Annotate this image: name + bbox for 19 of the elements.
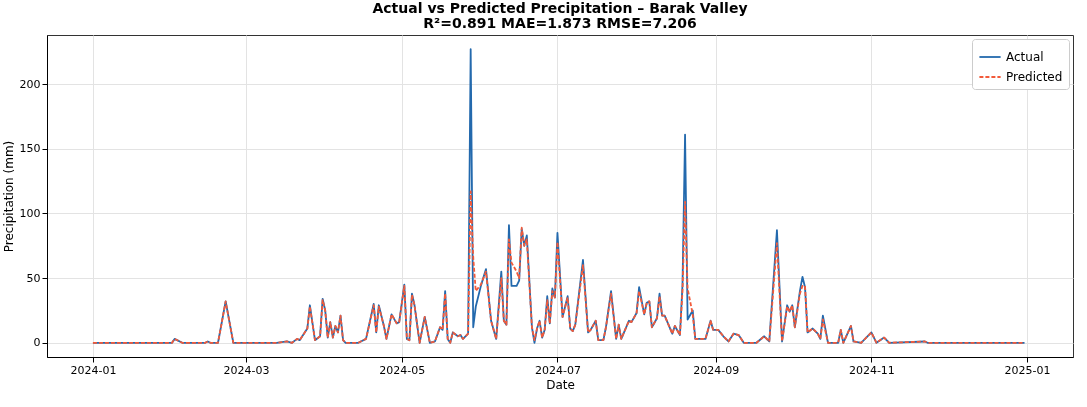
y-tick-label: 50 xyxy=(26,271,41,285)
x-tick-label: 2024-05 xyxy=(379,363,426,377)
legend-label: Predicted xyxy=(1006,70,1063,84)
legend-label: Actual xyxy=(1006,50,1044,64)
x-tick-label: 2024-11 xyxy=(848,363,895,377)
x-tick-label: 2024-07 xyxy=(534,363,581,377)
x-tick-label: 2024-03 xyxy=(223,363,270,377)
x-axis-title: Date xyxy=(546,377,575,392)
y-tick-label: 150 xyxy=(19,142,41,156)
x-tick-label: 2024-01 xyxy=(70,363,117,377)
chart-subtitle: R²=0.891 MAE=1.873 RMSE=7.206 xyxy=(423,15,697,31)
x-tick-label: 2024-09 xyxy=(693,363,740,377)
y-tick-label: 200 xyxy=(19,77,41,91)
y-tick-label: 100 xyxy=(19,206,41,220)
y-axis-title: Precipitation (mm) xyxy=(1,140,16,253)
x-tick-label: 2025-01 xyxy=(1004,363,1051,377)
line-series xyxy=(92,190,1026,344)
chart-title: Actual vs Predicted Precipitation – Barak Valley xyxy=(372,0,748,16)
y-tick-label: 0 xyxy=(33,336,41,350)
